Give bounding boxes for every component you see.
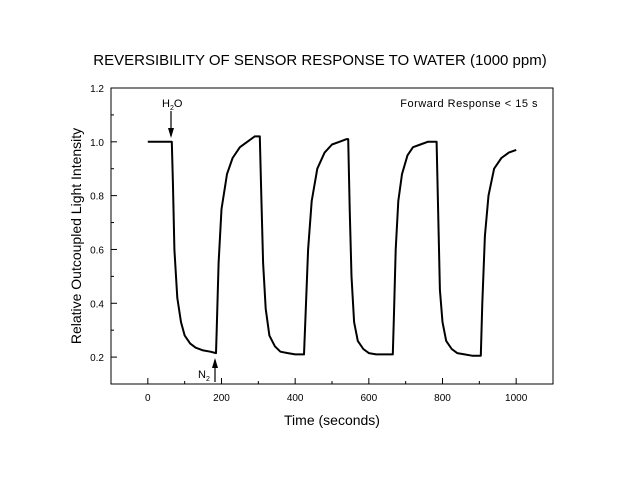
x-axis-label: Time (seconds)	[284, 412, 380, 428]
annotation-n2-arrow	[212, 358, 218, 382]
annotation-forward-response: Forward Response < 15 s	[400, 98, 538, 110]
x-tick-label: 600	[360, 393, 377, 404]
chart-title: REVERSIBILITY OF SENSOR RESPONSE TO WATE…	[93, 52, 546, 69]
y-tick-label: 0.6	[90, 245, 104, 256]
x-tick-label: 200	[213, 393, 230, 404]
x-tick-label: 1000	[505, 393, 528, 404]
annotation-n2: N2	[198, 369, 210, 383]
annotation-n2-sub: 2	[206, 376, 210, 383]
y-axis-ticks: 0.2 0.4 0.6 0.8 1.0 1.2	[90, 84, 117, 385]
annotation-h2o-arrow	[168, 111, 174, 138]
annotation-h2o-base: H	[162, 98, 170, 110]
annotation-n2-base: N	[198, 369, 206, 381]
series-line	[147, 135, 517, 357]
y-tick-label: 0.8	[90, 192, 104, 203]
x-axis-ticks: 0 200 400 600 800 1000	[110, 378, 554, 404]
y-tick-label: 1.2	[90, 84, 104, 95]
x-tick-label: 400	[287, 393, 304, 404]
y-axis-label: Relative Outcoupled Light Intensity	[68, 128, 84, 344]
x-tick-label: 800	[434, 393, 451, 404]
x-tick-label: 0	[145, 393, 151, 404]
annotation-h2o-after: O	[174, 98, 183, 110]
annotation-h2o-sub: 2	[170, 105, 174, 112]
annotation-h2o: H2O	[162, 98, 183, 112]
y-tick-label: 0.2	[90, 353, 104, 364]
plot-frame	[110, 87, 554, 385]
y-tick-label: 0.4	[90, 299, 104, 310]
y-tick-label: 1.0	[90, 138, 104, 149]
